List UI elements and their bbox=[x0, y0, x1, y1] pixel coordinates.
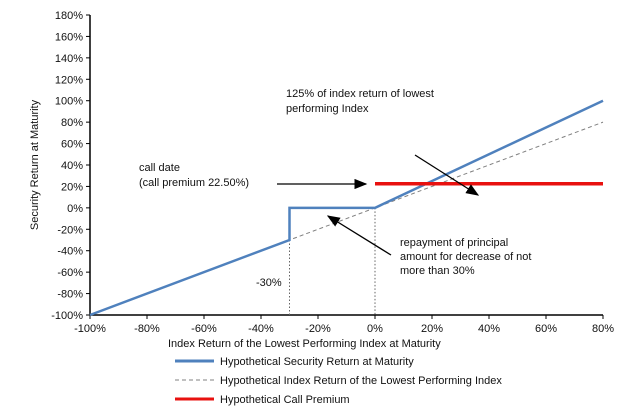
y-tick-label: 60% bbox=[61, 139, 83, 151]
x-tick-label: 40% bbox=[478, 323, 500, 335]
x-tick-label: 20% bbox=[421, 323, 443, 335]
y-tick-label: -40% bbox=[57, 246, 83, 258]
y-tick-label: -60% bbox=[57, 267, 83, 279]
x-tick-label: -80% bbox=[134, 323, 160, 335]
x-tick-label: 60% bbox=[535, 323, 557, 335]
y-tick-label: 40% bbox=[61, 160, 83, 172]
y-tick-label: 180% bbox=[55, 10, 83, 22]
annotation-repay-3: more than 30% bbox=[400, 265, 475, 277]
y-tick-label: -80% bbox=[57, 289, 83, 301]
y-tick-label: 80% bbox=[61, 117, 83, 129]
annotation-call-1: call date bbox=[139, 162, 180, 174]
annotation-repay-1: repayment of principal bbox=[400, 237, 508, 249]
y-tick-label: 160% bbox=[55, 31, 83, 43]
legend-label-1: Hypothetical Index Return of the Lowest … bbox=[220, 375, 502, 387]
y-tick-label: 100% bbox=[55, 96, 83, 108]
annotation-repay-2: amount for decrease of not bbox=[400, 251, 531, 263]
x-tick-label: 80% bbox=[592, 323, 614, 335]
x-tick-label: -40% bbox=[248, 323, 274, 335]
series-line-0 bbox=[89, 99, 604, 317]
annotation-call-2: (call premium 22.50%) bbox=[139, 177, 249, 189]
x-tick-label: -20% bbox=[305, 323, 331, 335]
legend-label-2: Hypothetical Call Premium bbox=[220, 394, 350, 406]
y-axis-label: Security Return at Maturity bbox=[29, 99, 41, 230]
annotation-slope-2: performing Index bbox=[286, 103, 369, 115]
x-axis-label: Index Return of the Lowest Performing In… bbox=[168, 338, 441, 350]
arrow-slope bbox=[414, 154, 480, 196]
x-tick-label: 0% bbox=[367, 323, 383, 335]
arrow-repay bbox=[326, 215, 392, 256]
y-tick-label: -100% bbox=[51, 310, 83, 322]
y-tick-label: 140% bbox=[55, 53, 83, 65]
y-tick-label: 0% bbox=[67, 203, 83, 215]
x-tick-label: -60% bbox=[191, 323, 217, 335]
legend-label-0: Hypothetical Security Return at Maturity bbox=[220, 356, 414, 368]
legend: Hypothetical Security Return at Maturity… bbox=[175, 356, 502, 406]
barrier-label: -30% bbox=[256, 277, 282, 289]
y-tick-label: -20% bbox=[57, 224, 83, 236]
x-tick-label: -100% bbox=[74, 323, 106, 335]
annotation-slope-1: 125% of index return of lowest bbox=[286, 88, 434, 100]
y-tick-label: 20% bbox=[61, 181, 83, 193]
y-tick-label: 120% bbox=[55, 74, 83, 86]
